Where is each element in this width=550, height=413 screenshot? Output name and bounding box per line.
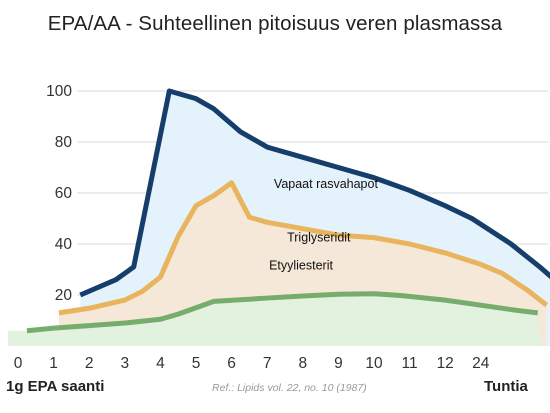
chart-title: EPA/AA - Suhteellinen pitoisuus veren pl… (47, 12, 503, 35)
y-tick-label: 40 (55, 236, 73, 253)
x-axis-unit-label: Tuntia (484, 378, 528, 395)
y-tick-label: 20 (55, 287, 73, 304)
reference-note: Ref.: Lipids vol. 22, no. 10 (1987) (212, 382, 367, 394)
y-tick-label: 100 (46, 83, 72, 100)
series-labels: Vapaat rasvahapot Triglyseridit Etyylieste… (269, 177, 378, 273)
x-tick-labels: 0 1 2 3 4 5 6 7 8 9 10 11 12 24 (14, 355, 490, 372)
x-tick-label: 3 (120, 355, 129, 372)
x-tick-label: 1 (49, 355, 58, 372)
area-fills (8, 91, 550, 346)
y-tick-label: 60 (55, 185, 73, 202)
x-tick-label: 12 (437, 355, 454, 372)
x-tick-label: 2 (85, 355, 94, 372)
x-tick-label: 8 (298, 355, 307, 372)
x-tick-label: 0 (14, 355, 23, 372)
x-tick-label: 6 (227, 355, 236, 372)
x-tick-label: 7 (263, 355, 272, 372)
series-label-etyyliesterit: Etyyliesterit (269, 259, 333, 273)
series-line-etyyliesterit (26, 291, 539, 334)
x-tick-label: 5 (192, 355, 201, 372)
x-tick-label: 4 (156, 355, 165, 372)
x-tick-label: 10 (365, 355, 383, 372)
y-tick-label: 80 (55, 134, 73, 151)
y-tick-labels: 20 40 60 80 100 (46, 83, 72, 304)
x-tick-label: 9 (334, 355, 343, 372)
series-line-triglyseridit (58, 180, 549, 316)
series-lines (26, 88, 550, 334)
x-tick-label: 11 (402, 355, 418, 372)
series-label-vapaat: Vapaat rasvahapot (274, 177, 379, 191)
series-line-vapaat (79, 88, 550, 298)
series-label-triglyseridit: Triglyseridit (287, 230, 351, 244)
dose-label: 1g EPA saanti (6, 378, 105, 395)
area-fill-etyyliesterit (8, 293, 542, 346)
x-tick-label: 24 (472, 355, 490, 372)
